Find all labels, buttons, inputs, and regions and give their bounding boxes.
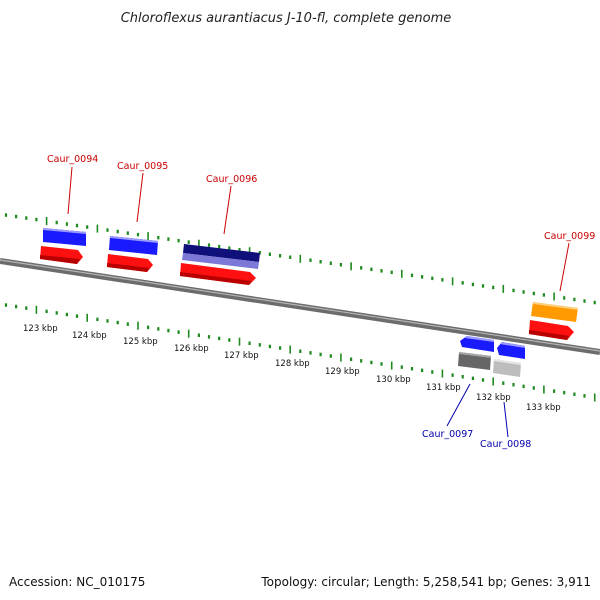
gene-label-caur-0099[interactable]: Caur_0099 (544, 231, 595, 242)
gene-bar-orange-highlight (533, 302, 578, 310)
label-leader (136, 172, 144, 223)
scale-label-126: 126 kbp (174, 344, 209, 354)
scale-labels: 123 kbp 124 kbp 125 kbp 126 kbp 127 kbp … (23, 324, 561, 413)
gene-bar-navy[interactable] (183, 244, 260, 262)
gene-label-caur-0094[interactable]: Caur_0094 (47, 154, 98, 165)
gene-label-caur-0097[interactable]: Caur_0097 (422, 429, 473, 440)
gene-label-caur-0098[interactable]: Caur_0098 (480, 439, 531, 450)
gene-bar-darkgray-highlight (459, 352, 491, 358)
gene-bar-blue-highlight (43, 228, 86, 234)
scale-label-131: 131 kbp (426, 383, 461, 393)
gene-arrow-blue-highlight (465, 336, 494, 342)
gene-caur-0096[interactable]: Caur_0096 (180, 174, 260, 285)
scale-label-133: 133 kbp (526, 403, 561, 413)
gene-caur-0098[interactable]: Caur_0098 (480, 342, 531, 450)
gene-bar-blue-highlight (110, 236, 158, 243)
accession-text: Accession: NC_010175 (9, 575, 145, 589)
gene-caur-0097[interactable]: Caur_0097 (422, 336, 494, 440)
scale-label-127: 127 kbp (224, 351, 259, 361)
scale-label-129: 129 kbp (325, 367, 360, 377)
tick-track-lower (4, 303, 596, 402)
scale-label-125: 125 kbp (123, 337, 158, 347)
gene-arrow-red-shade (529, 330, 570, 340)
label-leader (67, 166, 73, 215)
gene-arrow-blue-highlight (500, 342, 525, 348)
gene-bar-lightgray-highlight (494, 359, 521, 365)
gene-arrow-red-shade (107, 263, 150, 272)
label-leader (446, 383, 471, 427)
label-leader (559, 242, 570, 292)
gene-label-caur-0095[interactable]: Caur_0095 (117, 161, 168, 172)
genome-backbone (0, 258, 600, 355)
gene-caur-0094[interactable]: Caur_0094 (40, 154, 98, 264)
genome-backbone-highlight (0, 259, 600, 352)
scale-label-124: 124 kbp (72, 331, 107, 341)
gene-bar-lavender[interactable] (182, 253, 259, 269)
label-leader (503, 401, 509, 438)
scale-label-130: 130 kbp (376, 375, 411, 385)
scale-label-123: 123 kbp (23, 324, 58, 334)
scale-label-128: 128 kbp (275, 359, 310, 369)
gene-arrow-red-shade (40, 255, 80, 264)
tick-track-upper (4, 213, 596, 305)
gene-label-caur-0096[interactable]: Caur_0096 (206, 174, 257, 185)
gene-caur-0099[interactable]: Caur_0099 (529, 231, 595, 340)
map-title: Chloroflexus aurantiacus J-10-fl, comple… (121, 11, 452, 26)
label-leader (223, 185, 232, 235)
topology-text: Topology: circular; Length: 5,258,541 bp… (260, 575, 591, 589)
scale-label-132: 132 kbp (476, 393, 511, 403)
gene-arrow-red-shade (180, 272, 252, 285)
gene-caur-0095[interactable]: Caur_0095 (107, 161, 168, 272)
